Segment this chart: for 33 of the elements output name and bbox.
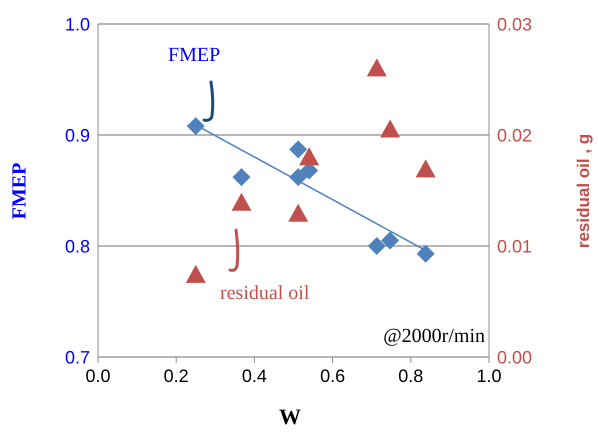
point [186, 117, 205, 136]
text: FMEP [168, 44, 220, 67]
point [186, 264, 206, 283]
y-tick-label: 0.9 [64, 125, 90, 146]
point [380, 119, 400, 138]
y2-tick-label: 0.02 [497, 125, 532, 146]
y-tick-label: 0.7 [64, 347, 90, 368]
x-tick-label: 0.0 [85, 366, 111, 386]
point [368, 237, 386, 255]
point [288, 204, 308, 222]
annotation: @2000r/min [383, 325, 485, 348]
point [299, 147, 320, 166]
y2-tick-label: 0.03 [497, 14, 532, 34]
y2-tick-label: 0.00 [497, 347, 532, 368]
point [289, 140, 308, 158]
x-tick-label: 0.6 [320, 366, 346, 386]
x-axis-title: W [278, 404, 302, 430]
x-tick-label: 0.2 [164, 366, 189, 386]
x-tick-label: 0.8 [398, 366, 424, 386]
x-tick-label: 1.0 [476, 366, 502, 386]
point [232, 168, 250, 186]
point [416, 244, 435, 263]
x-tick-label: 0.4 [242, 366, 267, 386]
y-axis-title: FMEP [8, 162, 32, 219]
y-tick-label: 1.0 [64, 14, 90, 34]
y2-tick-label: 0.01 [497, 236, 532, 256]
point [366, 58, 387, 76]
point [381, 231, 400, 250]
y-tick-label: 0.8 [64, 236, 90, 256]
legend-label: residual oil [220, 282, 310, 305]
y2-axis-title: residual oil , g [574, 133, 594, 248]
point [231, 192, 252, 211]
point [416, 159, 436, 178]
